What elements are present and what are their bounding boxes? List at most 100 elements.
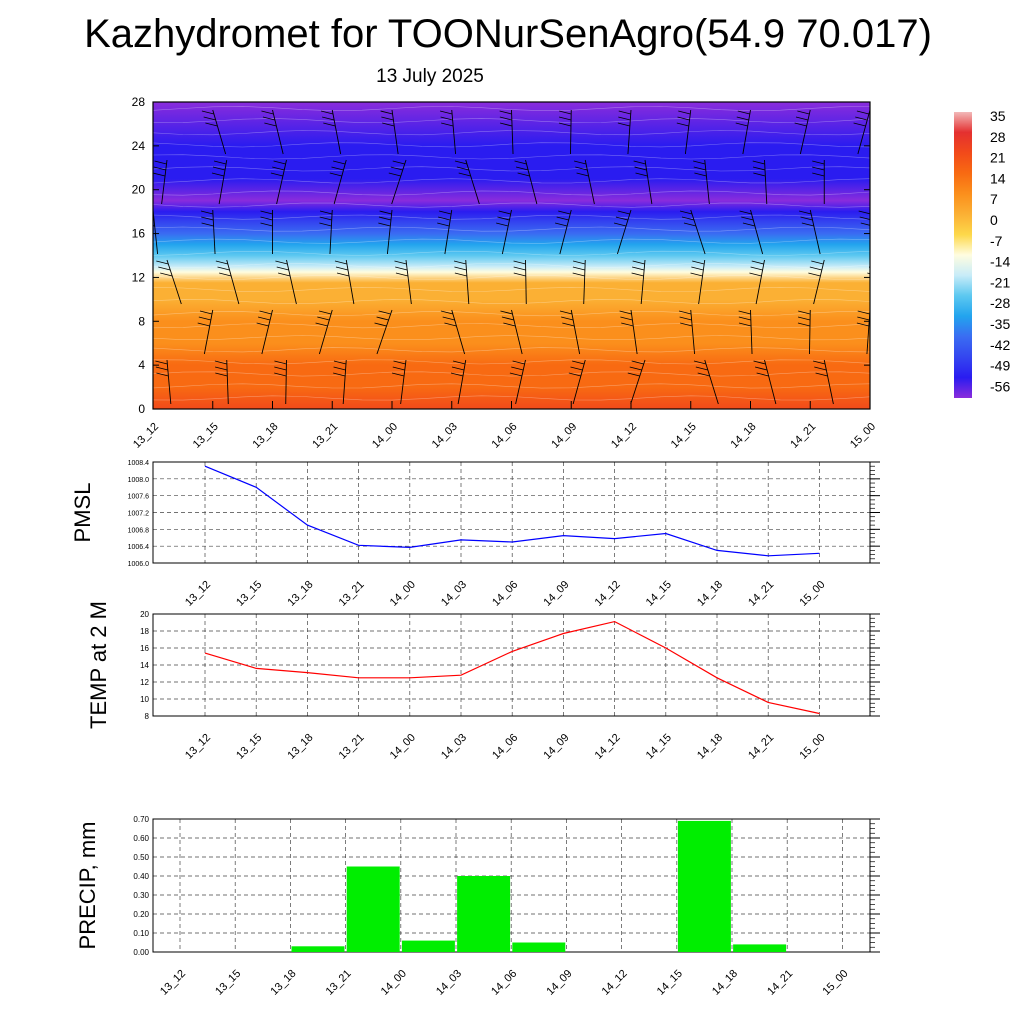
x-tick-label: 14_18: [710, 968, 740, 998]
wind-barb-feather: [627, 372, 640, 377]
wind-barb-staff: [465, 259, 470, 305]
wind-barb-feather: [458, 172, 471, 177]
wind-barb-feather: [274, 360, 287, 365]
wind-barb-feather: [512, 360, 525, 365]
wind-barb-staff: [218, 159, 228, 205]
y-tick-label: 20: [140, 610, 149, 619]
wind-barb-feather: [797, 110, 810, 115]
wind-barb-feather: [153, 172, 166, 177]
wind-barb-feather: [274, 372, 287, 377]
wind-barb-feather: [559, 310, 573, 315]
wind-barb-feather: [680, 322, 693, 327]
wind-barb-staff: [857, 109, 870, 155]
x-tick-label: 14_09: [544, 968, 574, 998]
x-tick-label: 14_03: [434, 968, 464, 998]
wind-barb-feather: [201, 222, 214, 227]
wind-barb-feather: [322, 116, 335, 121]
x-tick-label: 14_18: [695, 579, 725, 609]
wind-barb-staff: [698, 259, 706, 305]
wind-barb-staff: [584, 159, 595, 205]
wind-barb-feather: [558, 122, 572, 127]
wind-barb-feather: [378, 216, 392, 221]
wind-barb-feather: [154, 160, 167, 165]
wind-barb-feather: [454, 272, 467, 277]
wind-barb-feather: [513, 272, 526, 277]
wind-barb-staff: [704, 359, 719, 405]
wind-barb-staff: [616, 209, 632, 255]
wind-barb-feather: [871, 167, 883, 170]
wind-barb-feather: [621, 322, 634, 327]
wind-barb-feather: [679, 210, 693, 215]
wind-barb-staff: [286, 259, 297, 305]
y-tick-label: 1006.8: [128, 527, 150, 534]
wind-barb-staff: [572, 359, 586, 405]
wind-barb-feather: [155, 360, 168, 365]
x-tick-label: 15_00: [820, 968, 850, 998]
x-tick-label: 14_15: [644, 579, 674, 609]
wind-barb-feather: [632, 260, 645, 265]
y-tick-label: 14: [140, 661, 149, 670]
wind-barb-feather: [568, 372, 581, 377]
wind-barb-feather: [561, 316, 574, 321]
wind-barb-feather: [858, 210, 870, 215]
wind-barb-feather: [333, 360, 347, 365]
wind-barb-staff: [813, 259, 825, 305]
x-tick-label: 13_12: [183, 732, 213, 762]
x-tick-label: 13_18: [251, 421, 281, 451]
wind-barb-feather: [205, 122, 218, 127]
y-tick-label: 28: [132, 95, 146, 109]
wind-barb-feather: [513, 260, 526, 265]
wind-barb-feather: [453, 260, 467, 265]
contour-line: [153, 166, 870, 172]
wind-barb-feather: [261, 110, 274, 115]
wind-barb-feather: [513, 266, 526, 271]
y-tick-label: 0.00: [133, 948, 149, 957]
wind-barb-feather: [736, 116, 749, 121]
x-tick-label: 14_12: [593, 732, 623, 762]
wind-barb-staff: [690, 209, 706, 255]
wind-barb-feather: [197, 322, 210, 327]
wind-barb-feather: [392, 366, 405, 371]
wind-barb-staff: [515, 359, 526, 405]
wind-barb-staff: [285, 359, 287, 405]
contour-line: [153, 202, 870, 208]
wind-barb-feather: [855, 116, 868, 121]
wind-barb-feather: [751, 260, 764, 265]
x-tick-label: 14_09: [541, 579, 571, 609]
wind-barb-feather: [273, 160, 286, 165]
wind-barb-feather: [693, 160, 706, 165]
x-tick-label: 13_15: [213, 968, 243, 998]
wind-barb-feather: [694, 172, 707, 177]
wind-barb-feather: [498, 210, 511, 215]
contour-line: [153, 371, 870, 377]
wind-barb-staff: [166, 259, 182, 305]
precip-bar: [512, 942, 566, 952]
wind-barb-feather: [441, 122, 454, 127]
wind-barb-staff: [690, 309, 696, 355]
wind-barb-feather: [214, 366, 228, 371]
wind-barb-staff: [570, 109, 572, 155]
wind-barb-feather: [499, 110, 512, 115]
wind-barb-staff: [329, 209, 333, 255]
wind-barb-staff: [823, 359, 834, 405]
wind-barb-feather: [153, 166, 166, 171]
x-tick-label: 14_12: [600, 968, 630, 998]
wind-barb-feather: [319, 222, 332, 227]
wind-barb-feather: [809, 266, 822, 271]
wind-barb-feather: [503, 322, 516, 327]
wind-barb-feather: [214, 360, 227, 365]
wind-barb-staff: [276, 159, 287, 205]
wind-barb-feather: [695, 366, 708, 371]
wind-barbs: [153, 109, 883, 405]
y-tick-label: 8: [138, 314, 145, 328]
wind-barb-feather: [500, 310, 513, 315]
y-tick-label: 10: [140, 695, 149, 704]
wind-barb-staff: [742, 109, 751, 155]
x-tick-label: 13_18: [285, 579, 315, 609]
wind-barb-staff: [750, 209, 764, 255]
wind-barb-feather: [318, 310, 332, 315]
x-tick-label: 14_21: [765, 968, 795, 998]
wind-barb-feather: [215, 372, 228, 377]
wind-barb-feather: [511, 366, 524, 371]
